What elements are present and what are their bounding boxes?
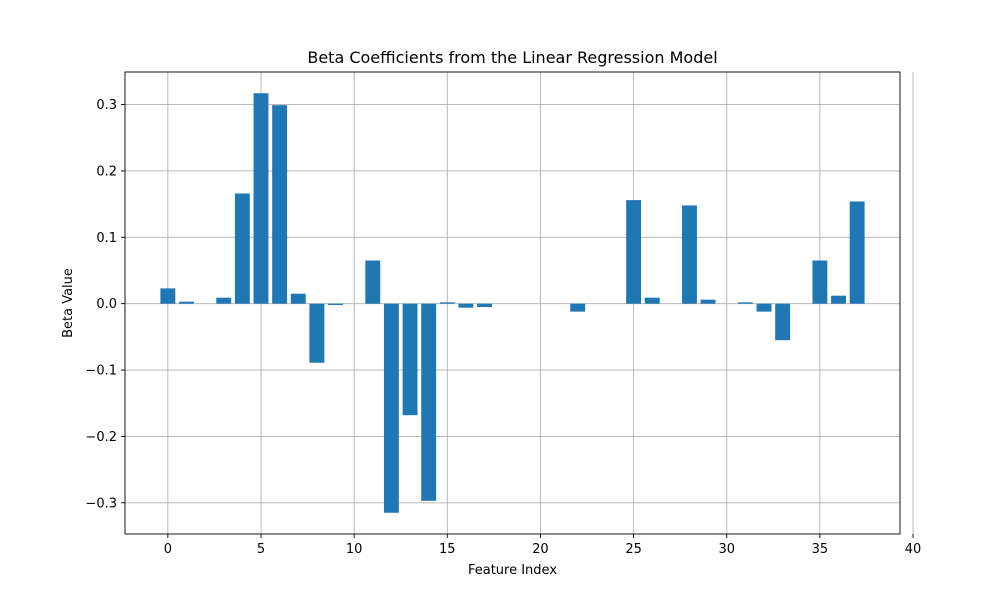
bar — [682, 205, 697, 304]
y-tick-label: −0.2 — [85, 430, 117, 445]
x-tick-label: 5 — [257, 542, 265, 557]
plot-frame — [124, 71, 901, 535]
bar — [477, 303, 493, 307]
bar — [737, 302, 753, 304]
bar — [831, 295, 846, 304]
y-axis-ticks: −0.3 −0.2 −0.1 0.0 0.1 0.2 0.3 — [85, 98, 125, 511]
bars — [160, 93, 865, 513]
bar — [290, 293, 306, 304]
bar — [570, 303, 586, 312]
y-tick-label: 0.3 — [96, 98, 117, 113]
bar — [439, 302, 455, 304]
bar — [383, 303, 399, 513]
y-tick-label: −0.1 — [85, 364, 117, 379]
bar — [458, 303, 474, 308]
x-tick-label: 0 — [164, 542, 172, 557]
bar — [272, 105, 288, 304]
x-axis-ticks: 0 5 10 15 20 25 30 35 40 — [164, 534, 922, 557]
x-tick-label: 15 — [439, 542, 456, 557]
y-tick-label: 0.0 — [96, 297, 117, 312]
bar — [626, 200, 642, 304]
bar — [849, 201, 865, 304]
bar — [644, 297, 660, 304]
x-tick-label: 10 — [346, 542, 363, 557]
bar — [253, 93, 269, 304]
x-tick-label: 40 — [905, 542, 922, 557]
bar — [700, 299, 716, 304]
bar — [309, 303, 325, 363]
chart-title: Beta Coefficients from the Linear Regres… — [307, 48, 717, 67]
y-tick-label: 0.2 — [96, 164, 117, 179]
bar — [756, 303, 772, 312]
x-tick-label: 35 — [812, 542, 829, 557]
y-tick-label: −0.3 — [85, 496, 117, 511]
y-tick-label: 0.1 — [96, 231, 117, 246]
x-tick-label: 25 — [625, 542, 642, 557]
x-axis-label: Feature Index — [468, 563, 557, 578]
x-tick-label: 20 — [532, 542, 549, 557]
bar — [775, 303, 791, 341]
bar — [328, 303, 343, 305]
bar — [365, 260, 381, 304]
bar — [216, 297, 232, 304]
bar — [160, 288, 176, 304]
bar — [402, 303, 418, 416]
bar — [421, 303, 437, 501]
x-tick-label: 30 — [718, 542, 735, 557]
bar — [179, 301, 194, 304]
bar — [234, 193, 250, 304]
bar — [812, 260, 828, 304]
y-axis-label: Beta Value — [61, 268, 76, 338]
